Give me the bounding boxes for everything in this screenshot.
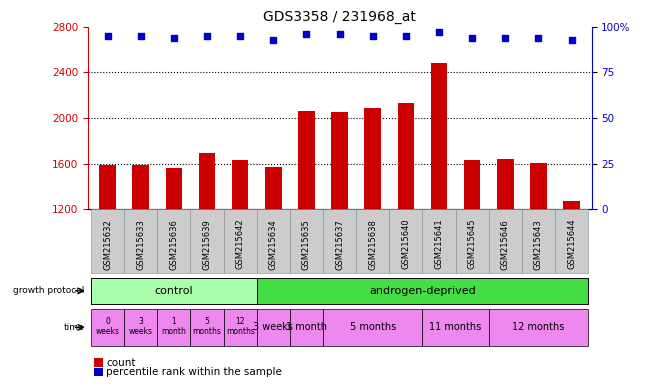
Title: GDS3358 / 231968_at: GDS3358 / 231968_at (263, 10, 416, 25)
Text: 3
weeks: 3 weeks (129, 317, 153, 336)
Bar (91, 309, 124, 346)
Point (202, 33, 213, 39)
Bar (489, 309, 588, 346)
Bar (257, 309, 290, 346)
Bar (199, 154, 215, 209)
Point (500, 35, 510, 41)
Text: 12
months: 12 months (226, 317, 255, 336)
Text: GSM215637: GSM215637 (335, 219, 344, 270)
Bar (157, 209, 190, 273)
Text: GSM215643: GSM215643 (534, 219, 543, 270)
Text: GSM215646: GSM215646 (501, 219, 510, 270)
Text: GSM215640: GSM215640 (402, 219, 410, 270)
Text: GSM215639: GSM215639 (203, 219, 211, 270)
Point (169, 35, 179, 41)
Text: GSM215641: GSM215641 (435, 219, 443, 270)
Text: GSM215633: GSM215633 (136, 219, 146, 270)
Point (367, 33, 378, 39)
Bar (265, 167, 281, 209)
Point (334, 31, 345, 37)
Bar (398, 103, 414, 209)
Bar (91, 278, 257, 304)
Bar (124, 209, 157, 273)
Bar (99, 166, 116, 209)
Bar (290, 209, 323, 273)
Text: GSM215635: GSM215635 (302, 219, 311, 270)
Bar (323, 209, 356, 273)
Point (103, 33, 113, 39)
Bar (422, 309, 489, 346)
Text: 1
month: 1 month (161, 317, 187, 336)
Bar (124, 309, 157, 346)
Text: percentile rank within the sample: percentile rank within the sample (106, 367, 282, 377)
Point (467, 35, 477, 41)
Point (533, 35, 543, 41)
Point (434, 29, 444, 35)
Bar (456, 209, 489, 273)
Text: androgen-deprived: androgen-deprived (369, 286, 476, 296)
Point (235, 33, 246, 39)
Text: time: time (64, 323, 84, 332)
Bar (166, 168, 182, 209)
Bar (522, 209, 555, 273)
Bar (365, 108, 381, 209)
Bar (133, 165, 149, 209)
Bar (564, 201, 580, 209)
Bar (497, 159, 514, 209)
Text: GSM215644: GSM215644 (567, 219, 576, 270)
Bar (157, 309, 190, 346)
Text: GSM215645: GSM215645 (468, 219, 476, 270)
Text: GSM215636: GSM215636 (170, 219, 178, 270)
Text: 11 months: 11 months (430, 321, 482, 331)
Bar (190, 209, 224, 273)
Point (400, 33, 411, 39)
Point (566, 36, 577, 43)
Text: 5 months: 5 months (350, 321, 396, 331)
Bar (224, 309, 257, 346)
Text: GSM215632: GSM215632 (103, 219, 112, 270)
Bar (257, 278, 588, 304)
Text: GSM215642: GSM215642 (236, 219, 244, 270)
Bar (224, 209, 257, 273)
Text: 12 months: 12 months (512, 321, 565, 331)
Text: 3 weeks: 3 weeks (254, 321, 293, 331)
Bar (332, 112, 348, 209)
Bar (257, 209, 290, 273)
Text: growth protocol: growth protocol (13, 286, 84, 295)
Bar (290, 309, 323, 346)
Bar (422, 209, 456, 273)
Bar (530, 162, 547, 209)
Text: 0
weeks: 0 weeks (96, 317, 120, 336)
Bar (190, 309, 224, 346)
Bar (298, 111, 315, 209)
Bar (464, 160, 480, 209)
Bar (232, 160, 248, 209)
Bar (389, 209, 422, 273)
Bar (356, 209, 389, 273)
Bar (91, 209, 124, 273)
Point (268, 36, 279, 43)
Point (136, 33, 146, 39)
Text: GSM215638: GSM215638 (369, 219, 377, 270)
Bar (555, 209, 588, 273)
Text: count: count (106, 358, 135, 368)
Bar (323, 309, 422, 346)
Point (302, 31, 312, 37)
Bar (489, 209, 522, 273)
Text: control: control (155, 286, 193, 296)
Text: GSM215634: GSM215634 (269, 219, 278, 270)
Text: 5
months: 5 months (192, 317, 222, 336)
Text: 1 month: 1 month (286, 321, 327, 331)
Bar (431, 63, 447, 209)
